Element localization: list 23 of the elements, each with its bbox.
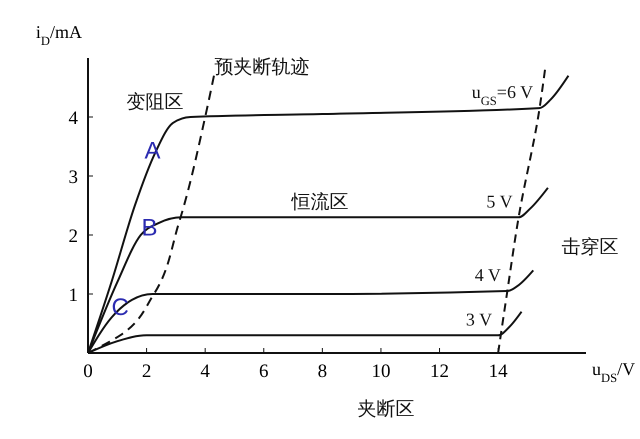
x-axis-title: u$_{DS}$/V (592, 359, 636, 385)
y-axis-title: i$_{D}$/mA (36, 22, 82, 48)
annotation: 击穿区 (562, 236, 618, 258)
y-tick-label: 4 (68, 108, 78, 129)
y-tick-label: 1 (68, 285, 78, 306)
x-tick-label: 0 (83, 361, 93, 382)
annotation: 预夹断轨迹 (214, 56, 310, 78)
annotation: 变阻区 (126, 91, 184, 114)
x-tick-label: 8 (318, 361, 328, 382)
x-tick-label: 4 (200, 361, 210, 382)
x-tick-label: 10 (371, 361, 390, 382)
x-tick-label: 6 (259, 361, 269, 382)
series-label: u$_{GS}$=6 V (472, 82, 534, 108)
series-label: 3 V (466, 309, 492, 330)
text: 夹断区 (358, 398, 414, 420)
annotation: 恒流区 (290, 191, 348, 214)
x-tick-label: 14 (488, 361, 508, 382)
y-tick-label: 2 (68, 226, 78, 247)
series-label: 5 V (486, 191, 513, 212)
x-tick-label: 2 (142, 361, 152, 382)
y-tick-label: 3 (68, 167, 78, 188)
series-label: 4 V (474, 265, 501, 286)
x-tick-label: 12 (430, 361, 450, 382)
